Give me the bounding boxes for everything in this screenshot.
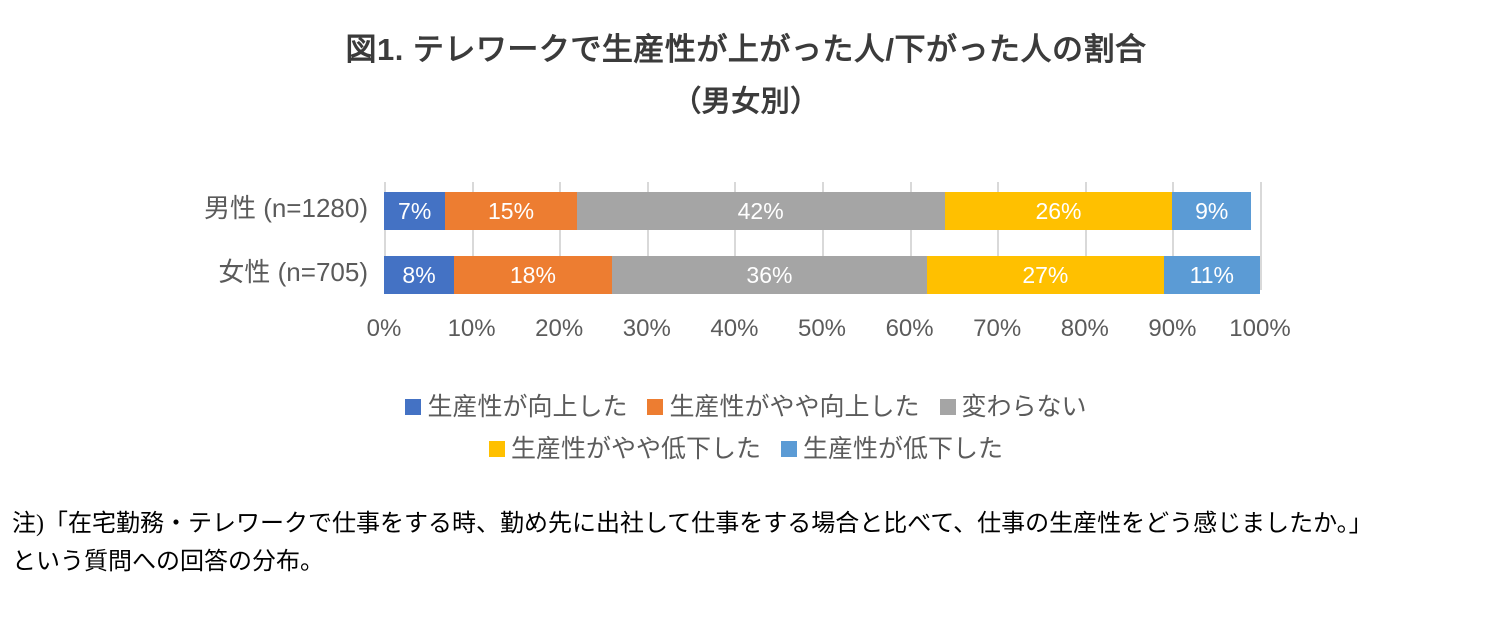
footnote-line-2: という質問への回答の分布。 [12, 549, 324, 575]
x-axis-tick: 90% [1148, 315, 1197, 342]
category-label-male: 男性 (n=1280) [203, 193, 368, 223]
legend-item-label: 生産性がやや低下した [510, 434, 761, 463]
legend-item[interactable]: 生産性がやや向上した [647, 392, 920, 421]
bar-segment: 9% [1172, 192, 1252, 230]
category-label-female: 女性 (n=705) [218, 257, 368, 287]
bar-segment: 26% [944, 192, 1173, 230]
table-row: 8% 18% 36% 27% 11% [384, 256, 1260, 294]
bar-segment: 27% [927, 256, 1164, 294]
legend-row-top: 生産性が向上した 生産性がやや向上した 変わらない [0, 386, 1492, 428]
x-axis-tick: 40% [710, 315, 759, 342]
legend-item-label: 生産性が向上した [427, 392, 628, 421]
legend-swatch-icon [647, 399, 664, 415]
legend-item[interactable]: 生産性が向上した [405, 392, 628, 421]
bar-segment: 36% [611, 256, 928, 294]
chart-legend: 生産性が向上した 生産性がやや向上した 変わらない 生産性がやや低下した 生産性が低下… [0, 386, 1492, 470]
stacked-bar-chart: 男性 (n=1280) 女性 (n=705) 7% 15% 42% 26% 9% 8% 1… [0, 160, 1492, 375]
footnote: 注)「在宅勤務・テレワークで仕事をする時、勤め先に出社して仕事をする場合と比べて… [12, 505, 1482, 581]
legend-swatch-icon [781, 441, 797, 457]
legend-item[interactable]: 変わらない [939, 392, 1087, 421]
x-axis-tick: 70% [973, 315, 1022, 342]
bar-segment: 15% [445, 192, 577, 230]
x-axis-tick: 30% [622, 315, 671, 342]
x-axis-tick-labels: 0% 10% 20% 30% 40% 50% 60% 70% 80% 90% 100% [367, 315, 1291, 349]
legend-item-label: 生産性がやや向上した [669, 392, 920, 421]
legend-item[interactable]: 生産性が低下した [781, 434, 1004, 463]
chart-title-block: 図1. テレワークで生産性が上がった人/下がった人の割合 （男女別） [0, 28, 1492, 124]
bar-segment: 8% [384, 256, 455, 294]
x-axis-tick: 10% [447, 315, 496, 342]
legend-swatch-icon [488, 441, 505, 457]
bar-segment: 7% [384, 192, 446, 230]
legend-swatch-icon [405, 399, 422, 415]
legend-item-label: 生産性が低下した [803, 434, 1004, 463]
footnote-line-1: 注)「在宅勤務・テレワークで仕事をする時、勤め先に出社して仕事をする場合と比べて… [12, 511, 1373, 537]
legend-swatch-icon [939, 399, 956, 415]
chart-title-sub: （男女別） [672, 86, 820, 118]
x-axis-tick: 100% [1229, 315, 1291, 342]
category-axis-labels: 男性 (n=1280) 女性 (n=705) [100, 160, 368, 300]
legend-item[interactable]: 生産性がやや低下した [488, 434, 761, 463]
chart-title-main: 図1. テレワークで生産性が上がった人/下がった人の割合 [345, 32, 1147, 67]
x-axis-tick: 50% [797, 315, 847, 342]
x-axis-tick: 20% [535, 315, 584, 342]
legend-row-bottom: 生産性がやや低下した 生産性が低下した [0, 428, 1492, 470]
x-axis-tick: 60% [885, 315, 934, 342]
bar-segment: 18% [454, 256, 612, 294]
bar-segment: 42% [576, 192, 945, 230]
legend-item-label: 変わらない [961, 392, 1087, 421]
x-axis-tick: 80% [1060, 315, 1109, 342]
plot-area: 7% 15% 42% 26% 9% 8% 18% 36% 27% 11% [384, 182, 1262, 294]
x-axis-tick: 0% [366, 315, 402, 342]
bar-segment: 11% [1163, 256, 1260, 294]
gridline [1260, 182, 1262, 290]
table-row: 7% 15% 42% 26% 9% [384, 192, 1260, 230]
